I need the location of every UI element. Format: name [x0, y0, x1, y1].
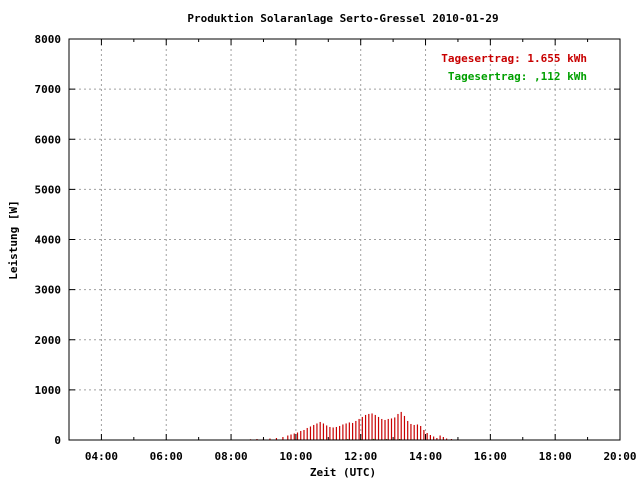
- y-tick-label: 2000: [35, 334, 62, 347]
- x-tick-label: 20:00: [603, 450, 636, 463]
- x-tick-label: 14:00: [409, 450, 442, 463]
- x-tick-label: 08:00: [214, 450, 247, 463]
- legend-green-yield: Tagesertrag: ,112 kWh: [448, 70, 587, 83]
- y-tick-label: 6000: [35, 133, 62, 146]
- x-tick-label: 16:00: [474, 450, 507, 463]
- y-tick-label: 5000: [35, 183, 62, 196]
- x-tick-label: 12:00: [344, 450, 377, 463]
- x-axis-ticks: 04:00 06:00 08:00 10:00 12:00 14:00 16:00 18:00…: [68, 39, 637, 463]
- y-tick-label: 0: [54, 434, 61, 447]
- x-axis-label: Zeit (UTC): [310, 466, 376, 479]
- y-tick-label: 3000: [35, 284, 62, 297]
- grid: [69, 39, 620, 440]
- x-tick-label: 06:00: [150, 450, 183, 463]
- y-axis-ticks: 0 1000 2000 3000 4000 5000 6000 7000 8000: [35, 33, 620, 447]
- x-tick-label: 10:00: [279, 450, 312, 463]
- legend-red-yield: Tagesertrag: 1.655 kWh: [441, 52, 587, 65]
- chart-title: Produktion Solaranlage Serto-Gressel 201…: [187, 12, 498, 25]
- series-red-bars: [249, 411, 459, 440]
- y-tick-label: 7000: [35, 83, 62, 96]
- y-tick-label: 4000: [35, 234, 62, 247]
- x-tick-label: 18:00: [539, 450, 572, 463]
- y-tick-label: 1000: [35, 384, 62, 397]
- y-axis-label: Leistung [W]: [7, 200, 20, 279]
- y-tick-label: 8000: [35, 33, 62, 46]
- x-tick-label: 04:00: [85, 450, 118, 463]
